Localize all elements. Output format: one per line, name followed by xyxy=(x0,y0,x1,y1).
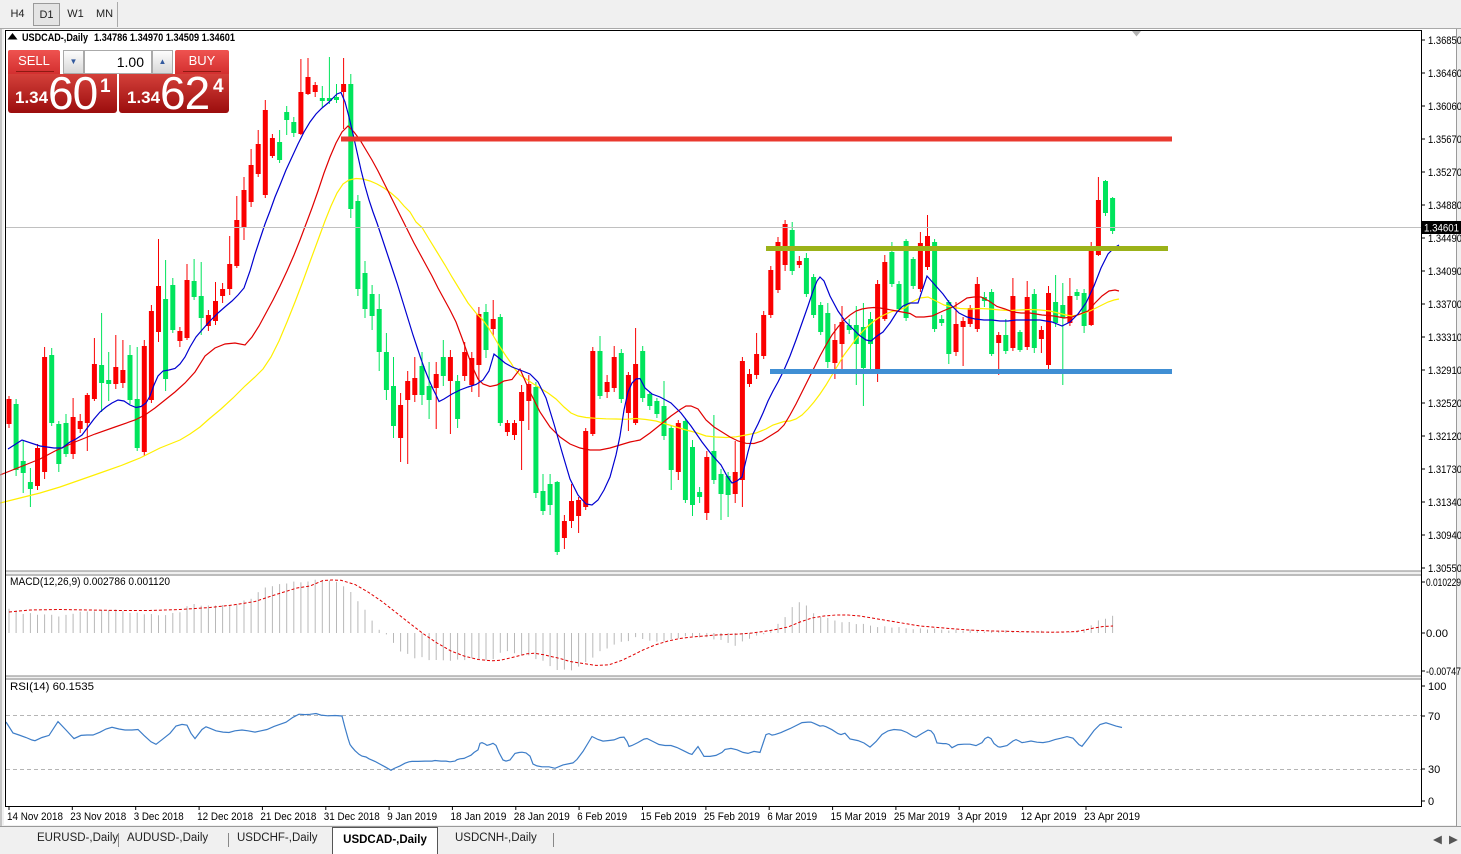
svg-text:23 Apr 2019: 23 Apr 2019 xyxy=(1084,811,1140,823)
svg-text:1.32520: 1.32520 xyxy=(1428,398,1461,410)
svg-text:23 Nov 2018: 23 Nov 2018 xyxy=(70,811,126,823)
svg-text:1.35670: 1.35670 xyxy=(1428,134,1461,146)
svg-text:0: 0 xyxy=(1428,796,1434,808)
svg-text:1.34786 1.34970 1.34509 1.3460: 1.34786 1.34970 1.34509 1.34601 xyxy=(94,32,235,44)
svg-text:21 Dec 2018: 21 Dec 2018 xyxy=(260,811,316,823)
svg-text:MACD(12,26,9) 0.002786 0.00112: MACD(12,26,9) 0.002786 0.001120 xyxy=(10,576,170,588)
svg-text:1.30940: 1.30940 xyxy=(1428,530,1461,542)
svg-text:3 Dec 2018: 3 Dec 2018 xyxy=(134,811,184,823)
svg-text:RSI(14) 60.1535: RSI(14) 60.1535 xyxy=(10,681,94,693)
svg-text:70: 70 xyxy=(1428,711,1440,723)
svg-text:6 Mar 2019: 6 Mar 2019 xyxy=(767,811,817,823)
svg-text:1.34880: 1.34880 xyxy=(1428,200,1461,212)
svg-text:25 Feb 2019: 25 Feb 2019 xyxy=(704,811,760,823)
svg-text:1.32910: 1.32910 xyxy=(1428,365,1461,377)
svg-text:12 Apr 2019: 12 Apr 2019 xyxy=(1021,811,1077,823)
svg-text:1.30550: 1.30550 xyxy=(1428,563,1461,575)
svg-text:15 Mar 2019: 15 Mar 2019 xyxy=(831,811,887,823)
svg-text:31 Dec 2018: 31 Dec 2018 xyxy=(324,811,380,823)
svg-text:0.00: 0.00 xyxy=(1426,628,1448,640)
svg-text:15 Feb 2019: 15 Feb 2019 xyxy=(641,811,697,823)
svg-text:9 Jan 2019: 9 Jan 2019 xyxy=(387,811,437,823)
svg-text:100: 100 xyxy=(1428,681,1446,693)
svg-text:18 Jan 2019: 18 Jan 2019 xyxy=(450,811,506,823)
svg-text:30: 30 xyxy=(1428,764,1440,776)
svg-text:1.32120: 1.32120 xyxy=(1428,431,1461,443)
svg-text:1.36060: 1.36060 xyxy=(1428,101,1461,113)
svg-text:USDCAD-,Daily: USDCAD-,Daily xyxy=(22,32,89,44)
svg-text:-0.00747: -0.00747 xyxy=(1426,666,1461,678)
svg-text:1.34490: 1.34490 xyxy=(1428,233,1461,245)
svg-text:1.34090: 1.34090 xyxy=(1428,266,1461,278)
svg-text:1.33700: 1.33700 xyxy=(1428,299,1461,311)
svg-text:1.36850: 1.36850 xyxy=(1428,35,1461,47)
svg-text:1.33310: 1.33310 xyxy=(1428,332,1461,344)
svg-text:0.010229: 0.010229 xyxy=(1426,577,1461,589)
svg-text:1.34601: 1.34601 xyxy=(1424,223,1459,235)
svg-text:25 Mar 2019: 25 Mar 2019 xyxy=(894,811,950,823)
svg-text:3 Apr 2019: 3 Apr 2019 xyxy=(957,811,1007,823)
svg-text:6 Feb 2019: 6 Feb 2019 xyxy=(577,811,627,823)
svg-text:1.31730: 1.31730 xyxy=(1428,464,1461,476)
svg-text:1.36460: 1.36460 xyxy=(1428,68,1461,80)
svg-text:28 Jan 2019: 28 Jan 2019 xyxy=(514,811,570,823)
svg-text:1.31340: 1.31340 xyxy=(1428,497,1461,509)
svg-text:12 Dec 2018: 12 Dec 2018 xyxy=(197,811,253,823)
svg-text:14 Nov 2018: 14 Nov 2018 xyxy=(7,811,63,823)
svg-text:1.35270: 1.35270 xyxy=(1428,167,1461,179)
